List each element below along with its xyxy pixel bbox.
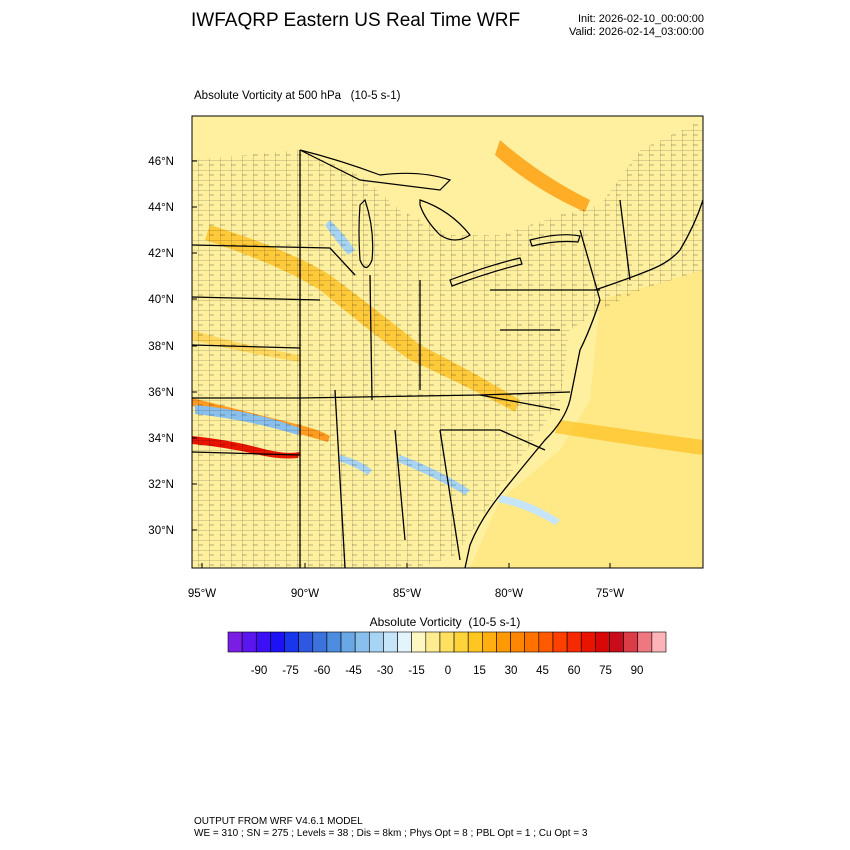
colorbar-tick-label: 90	[631, 665, 644, 677]
longitude-label: 85°W	[393, 588, 421, 600]
colorbar-swatch	[284, 631, 299, 653]
colorbar-swatch	[255, 631, 271, 653]
colorbar-swatch	[425, 631, 441, 653]
colorbar-swatch	[637, 631, 653, 653]
colorbar-tick-label: 15	[473, 665, 486, 677]
colorbar-labels: -90 -75 -60 -45 -30 -15 0 15 30 45 60 75 90	[251, 665, 644, 677]
colorbar-swatch	[241, 631, 257, 653]
colorbar-swatch	[482, 631, 497, 653]
colorbar-swatch	[411, 631, 427, 653]
map-field	[192, 116, 703, 568]
colorbar-swatch	[340, 631, 356, 653]
negative-vorticity-atlantic	[498, 495, 560, 525]
colorbar-swatch	[326, 631, 342, 653]
model-info: OUTPUT FROM WRF V4.6.1 MODEL WE = 310 ; …	[194, 816, 587, 840]
colorbar-swatch	[368, 631, 384, 653]
longitude-label: 90°W	[291, 588, 319, 600]
lake-ontario	[529, 234, 581, 247]
colorbar-tick-label: -75	[282, 665, 299, 677]
latitude-label: 34°N	[148, 433, 174, 445]
colorbar-swatch	[510, 631, 526, 653]
valid-time: Valid: 2026-02-14_03:00:00	[569, 26, 704, 38]
lake-michigan	[358, 198, 374, 269]
latitude-label: 42°N	[148, 248, 174, 260]
colorbar-swatch	[609, 631, 624, 653]
colorbar	[227, 631, 667, 653]
colorbar-tick-label: -90	[251, 665, 268, 677]
colorbar-tick-label: 30	[505, 665, 518, 677]
colorbar-swatch	[397, 631, 412, 653]
colorbar-swatch	[651, 631, 667, 653]
plot-subtitle: Absolute Vorticity at 500 hPa (10-5 s-1)	[194, 90, 401, 102]
county-boundaries	[192, 120, 703, 568]
colorbar-title: Absolute Vorticity (10-5 s-1)	[369, 615, 521, 629]
longitude-label: 80°W	[495, 588, 523, 600]
colorbar-swatch	[496, 631, 511, 653]
colorbar-swatch	[595, 631, 610, 653]
longitude-label: 75°W	[596, 588, 624, 600]
colorbar-swatch	[623, 631, 639, 653]
latitude-axis: 46°N 44°N 42°N 40°N 38°N 36°N 34°N 32°N 30°N	[148, 156, 197, 537]
colorbar-swatch	[453, 631, 469, 653]
colorbar-swatch	[467, 631, 483, 653]
colorbar-tick-label: -45	[345, 665, 362, 677]
latitude-label: 40°N	[148, 294, 174, 306]
coastline	[464, 299, 601, 568]
page-title: IWFAQRP Eastern US Real Time WRF	[191, 10, 521, 31]
colorbar-swatch	[524, 631, 540, 653]
latitude-label: 38°N	[148, 341, 174, 353]
state-boundaries	[192, 150, 631, 568]
colorbar-tick-label: -60	[314, 665, 331, 677]
colorbar-swatch	[298, 631, 314, 653]
lake-erie	[449, 257, 523, 287]
model-info-line1: OUTPUT FROM WRF V4.6.1 MODEL	[194, 816, 363, 827]
longitude-label: 95°W	[188, 588, 216, 600]
colorbar-tick-label: 45	[536, 665, 549, 677]
latitude-label: 44°N	[148, 202, 174, 214]
colorbar-swatch	[552, 631, 568, 653]
colorbar-swatch	[312, 631, 328, 653]
latitude-label: 36°N	[148, 387, 174, 399]
ocean-field	[470, 270, 703, 568]
init-time: Init: 2026-02-10_00:00:00	[578, 13, 704, 25]
vorticity-band-atlantic	[555, 420, 703, 455]
colorbar-swatch	[354, 631, 370, 653]
northeast-coast	[594, 199, 703, 291]
colorbar-swatch	[227, 631, 243, 653]
colorbar-swatch	[566, 631, 582, 653]
vorticity-band-canada	[495, 140, 590, 212]
latitude-label: 46°N	[148, 156, 174, 168]
model-info-line2: WE = 310 ; SN = 275 ; Levels = 38 ; Dis …	[194, 828, 588, 839]
colorbar-swatch	[538, 631, 554, 653]
run-time-info: Init: 2026-02-10_00:00:00 Valid: 2026-02…	[536, 13, 704, 39]
colorbar-tick-label: 60	[568, 665, 581, 677]
map-frame	[191, 115, 704, 569]
latitude-label: 30°N	[148, 525, 174, 537]
colorbar-swatch	[439, 631, 455, 653]
colorbar-swatch	[580, 631, 596, 653]
latitude-label: 32°N	[148, 479, 174, 491]
colorbar-tick-label: -15	[408, 665, 425, 677]
lake-huron	[419, 199, 471, 241]
colorbar-tick-label: 75	[599, 665, 612, 677]
longitude-axis: 95°W 90°W 85°W 80°W 75°W	[188, 563, 624, 600]
colorbar-tick-label: 0	[445, 665, 451, 677]
colorbar-swatch	[270, 631, 285, 653]
lake-superior	[299, 149, 452, 191]
colorbar-tick-label: -30	[377, 665, 394, 677]
colorbar-swatch	[383, 631, 398, 653]
